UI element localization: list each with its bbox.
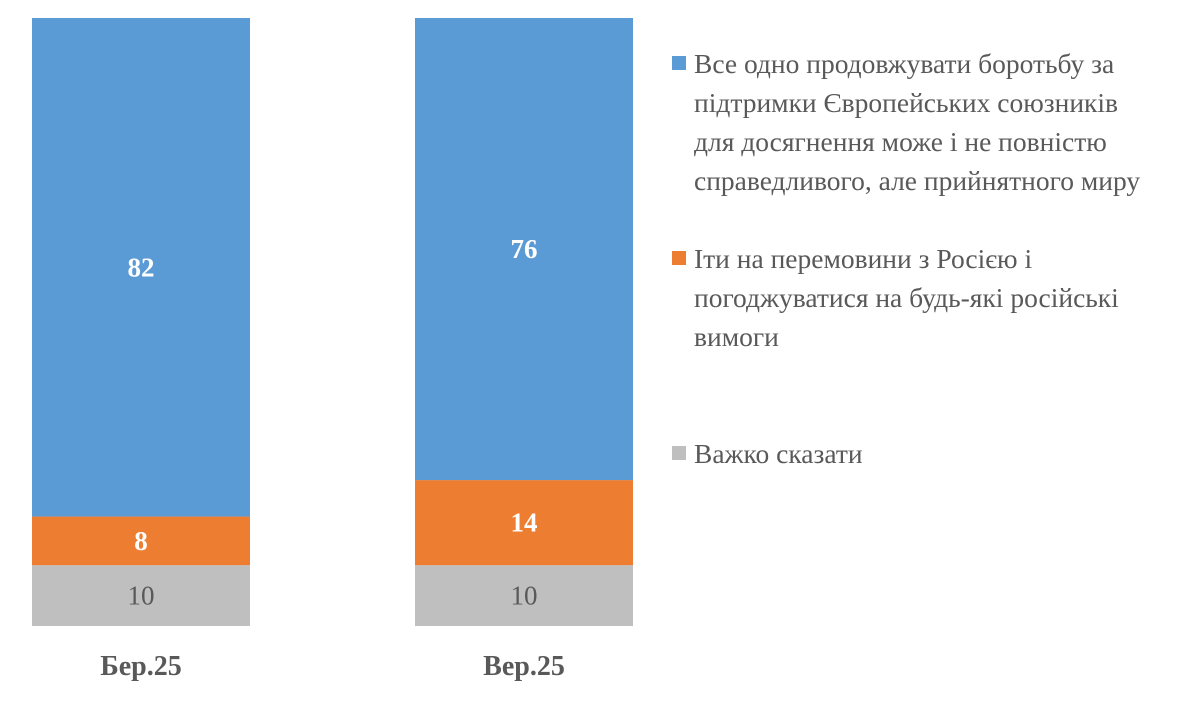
bar-segment (415, 565, 633, 626)
legend-item-continue-fight: Все одно продовжувати боротьбу за підтри… (672, 44, 1162, 200)
legend-swatch (672, 446, 686, 460)
data-label: 82 (128, 252, 155, 282)
data-label: 76 (511, 234, 538, 264)
legend-swatch (672, 56, 686, 70)
bar-segment (32, 18, 250, 517)
legend-label: Все одно продовжувати боротьбу за підтри… (694, 48, 1141, 196)
legend-swatch (672, 251, 686, 265)
data-label: 8 (134, 526, 148, 556)
bar-segment (415, 480, 633, 566)
data-label: 10 (128, 581, 155, 611)
bar-segment (32, 565, 250, 626)
legend-item-hard-to-say: Важко сказати (672, 434, 1162, 473)
data-label: 10 (511, 581, 538, 611)
data-label: 14 (511, 508, 538, 538)
legend-label: Іти на перемовини з Росією і погоджувати… (694, 243, 1119, 352)
category-label: Бер.25 (100, 651, 182, 682)
bar-segment (32, 516, 250, 566)
bar-segment (415, 18, 633, 481)
category-label: Вер.25 (483, 651, 565, 682)
legend-label: Важко сказати (694, 438, 863, 469)
legend-item-negotiate: Іти на перемовини з Росією і погоджувати… (672, 239, 1162, 356)
